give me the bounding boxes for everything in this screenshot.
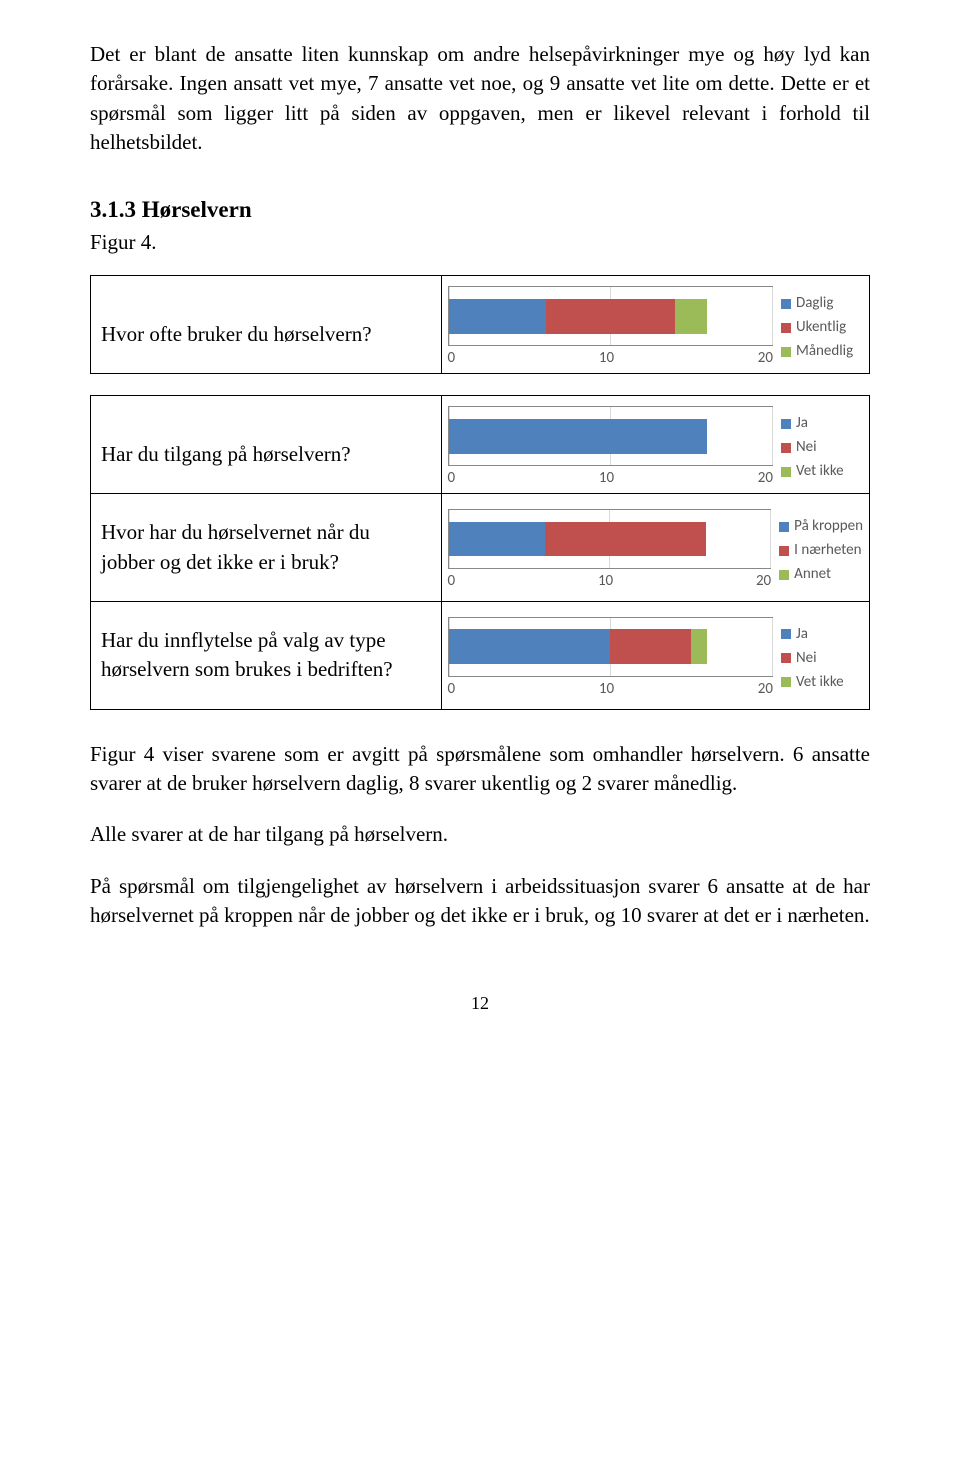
- legend-swatch: [781, 653, 791, 663]
- legend-label: Vet ikke: [796, 672, 844, 693]
- chart-legend: Ja Nei Vet ikke: [781, 624, 863, 693]
- legend-label: På kroppen: [794, 516, 863, 537]
- charts-table: Hvor ofte bruker du hørselvern? 01020 Dagl…: [90, 275, 870, 710]
- legend-swatch: [781, 299, 791, 309]
- bar-segment: [449, 419, 708, 454]
- legend-item: Månedlig: [781, 341, 863, 362]
- axis-labels: 01020: [448, 679, 773, 700]
- bar-segment: [610, 629, 691, 664]
- bar-chart: [448, 617, 773, 677]
- legend-item: På kroppen: [779, 516, 863, 537]
- bar-segment: [546, 299, 675, 334]
- chart-cell: 01020 Ja Nei Vet ikke: [441, 396, 869, 494]
- intro-paragraph: Det er blant de ansatte liten kunnskap o…: [90, 40, 870, 158]
- chart-legend: På kroppen I nærheten Annet: [779, 516, 863, 585]
- question-cell: Hvor ofte bruker du hørselvern?: [91, 276, 442, 374]
- legend-item: Nei: [781, 648, 863, 669]
- bar-chart: [448, 509, 772, 569]
- legend-swatch: [781, 443, 791, 453]
- legend-item: Nei: [781, 437, 863, 458]
- legend-label: Ja: [796, 413, 808, 434]
- legend-swatch: [779, 546, 789, 556]
- legend-label: Vet ikke: [796, 461, 844, 482]
- bar-segment: [691, 629, 707, 664]
- summary-paragraph-1: Figur 4 viser svarene som er avgitt på s…: [90, 740, 870, 799]
- legend-item: Ja: [781, 624, 863, 645]
- legend-swatch: [781, 323, 791, 333]
- legend-label: Ukentlig: [796, 317, 846, 338]
- legend-item: Ja: [781, 413, 863, 434]
- axis-labels: 01020: [448, 468, 773, 489]
- legend-swatch: [781, 347, 791, 357]
- summary-paragraph-2: Alle svarer at de har tilgang på hørselv…: [90, 820, 870, 849]
- summary-paragraph-3: På spørsmål om tilgjengelighet av hørsel…: [90, 872, 870, 931]
- chart-cell: 01020 På kroppen I nærheten Annet: [441, 494, 869, 602]
- legend-label: Annet: [794, 564, 831, 585]
- legend-item: I nærheten: [779, 540, 863, 561]
- legend-label: Ja: [796, 624, 808, 645]
- chart-cell: 01020 Ja Nei Vet ikke: [441, 601, 869, 709]
- bar-segment: [449, 522, 545, 557]
- legend-item: Ukentlig: [781, 317, 863, 338]
- axis-labels: 01020: [448, 571, 772, 592]
- legend-item: Annet: [779, 564, 863, 585]
- bar-segment: [675, 299, 707, 334]
- legend-label: I nærheten: [794, 540, 861, 561]
- legend-swatch: [779, 522, 789, 532]
- spacer: [91, 374, 870, 396]
- page-number: 12: [90, 991, 870, 1016]
- legend-label: Nei: [796, 437, 817, 458]
- bar-segment: [545, 522, 706, 557]
- legend-swatch: [779, 570, 789, 580]
- legend-swatch: [781, 467, 791, 477]
- legend-swatch: [781, 419, 791, 429]
- axis-labels: 01020: [448, 348, 773, 369]
- chart-cell: 01020 Daglig Ukentlig Månedlig: [441, 276, 869, 374]
- legend-item: Vet ikke: [781, 672, 863, 693]
- legend-item: Vet ikke: [781, 461, 863, 482]
- bar-chart: [448, 286, 773, 346]
- bar-chart: [448, 406, 773, 466]
- section-heading: 3.1.3 Hørselvern: [90, 194, 870, 226]
- legend-label: Daglig: [796, 293, 833, 314]
- chart-legend: Daglig Ukentlig Månedlig: [781, 293, 863, 362]
- legend-label: Månedlig: [796, 341, 853, 362]
- legend-swatch: [781, 629, 791, 639]
- bar-segment: [449, 299, 546, 334]
- question-cell: Hvor har du hørselvernet når du jobber o…: [91, 494, 442, 602]
- question-cell: Har du innflytelse på valg av type hørse…: [91, 601, 442, 709]
- legend-label: Nei: [796, 648, 817, 669]
- legend-item: Daglig: [781, 293, 863, 314]
- bar-segment: [449, 629, 611, 664]
- question-cell: Har du tilgang på hørselvern?: [91, 396, 442, 494]
- legend-swatch: [781, 677, 791, 687]
- chart-legend: Ja Nei Vet ikke: [781, 413, 863, 482]
- figure-label: Figur 4.: [90, 228, 870, 257]
